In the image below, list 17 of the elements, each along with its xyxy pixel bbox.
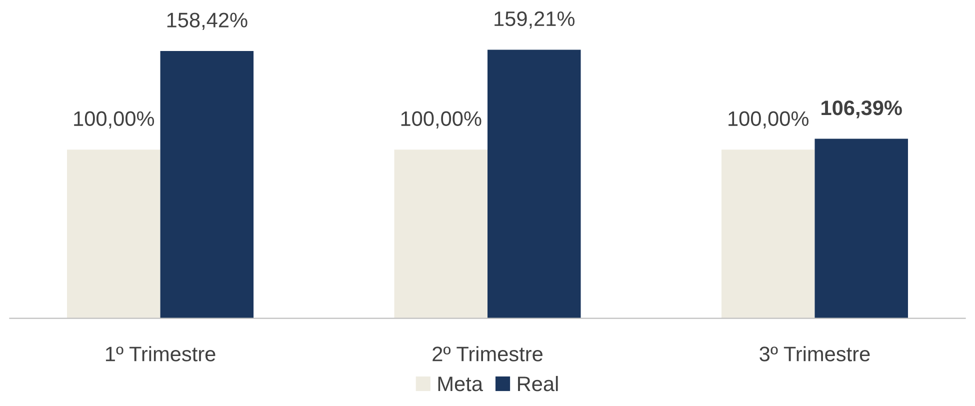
data-label: 100,00% <box>728 111 808 128</box>
bar <box>721 150 815 318</box>
x-tick-label: 2º Trimestre <box>432 346 542 362</box>
data-label: 106,39% <box>822 100 902 118</box>
bar <box>394 150 488 318</box>
x-tick-label: 3º Trimestre <box>760 346 870 362</box>
bar <box>814 138 908 318</box>
bar <box>160 51 254 318</box>
bar <box>67 150 160 318</box>
data-label: 159,21% <box>494 11 575 29</box>
legend-label: Real <box>518 376 558 392</box>
data-label: 100,00% <box>74 111 154 128</box>
data-label: 100,00% <box>401 111 482 128</box>
data-label: 158,42% <box>167 12 248 30</box>
bar <box>488 50 581 318</box>
x-tick-label: 1º Trimestre <box>106 346 216 362</box>
legend-label: Meta <box>438 376 483 392</box>
